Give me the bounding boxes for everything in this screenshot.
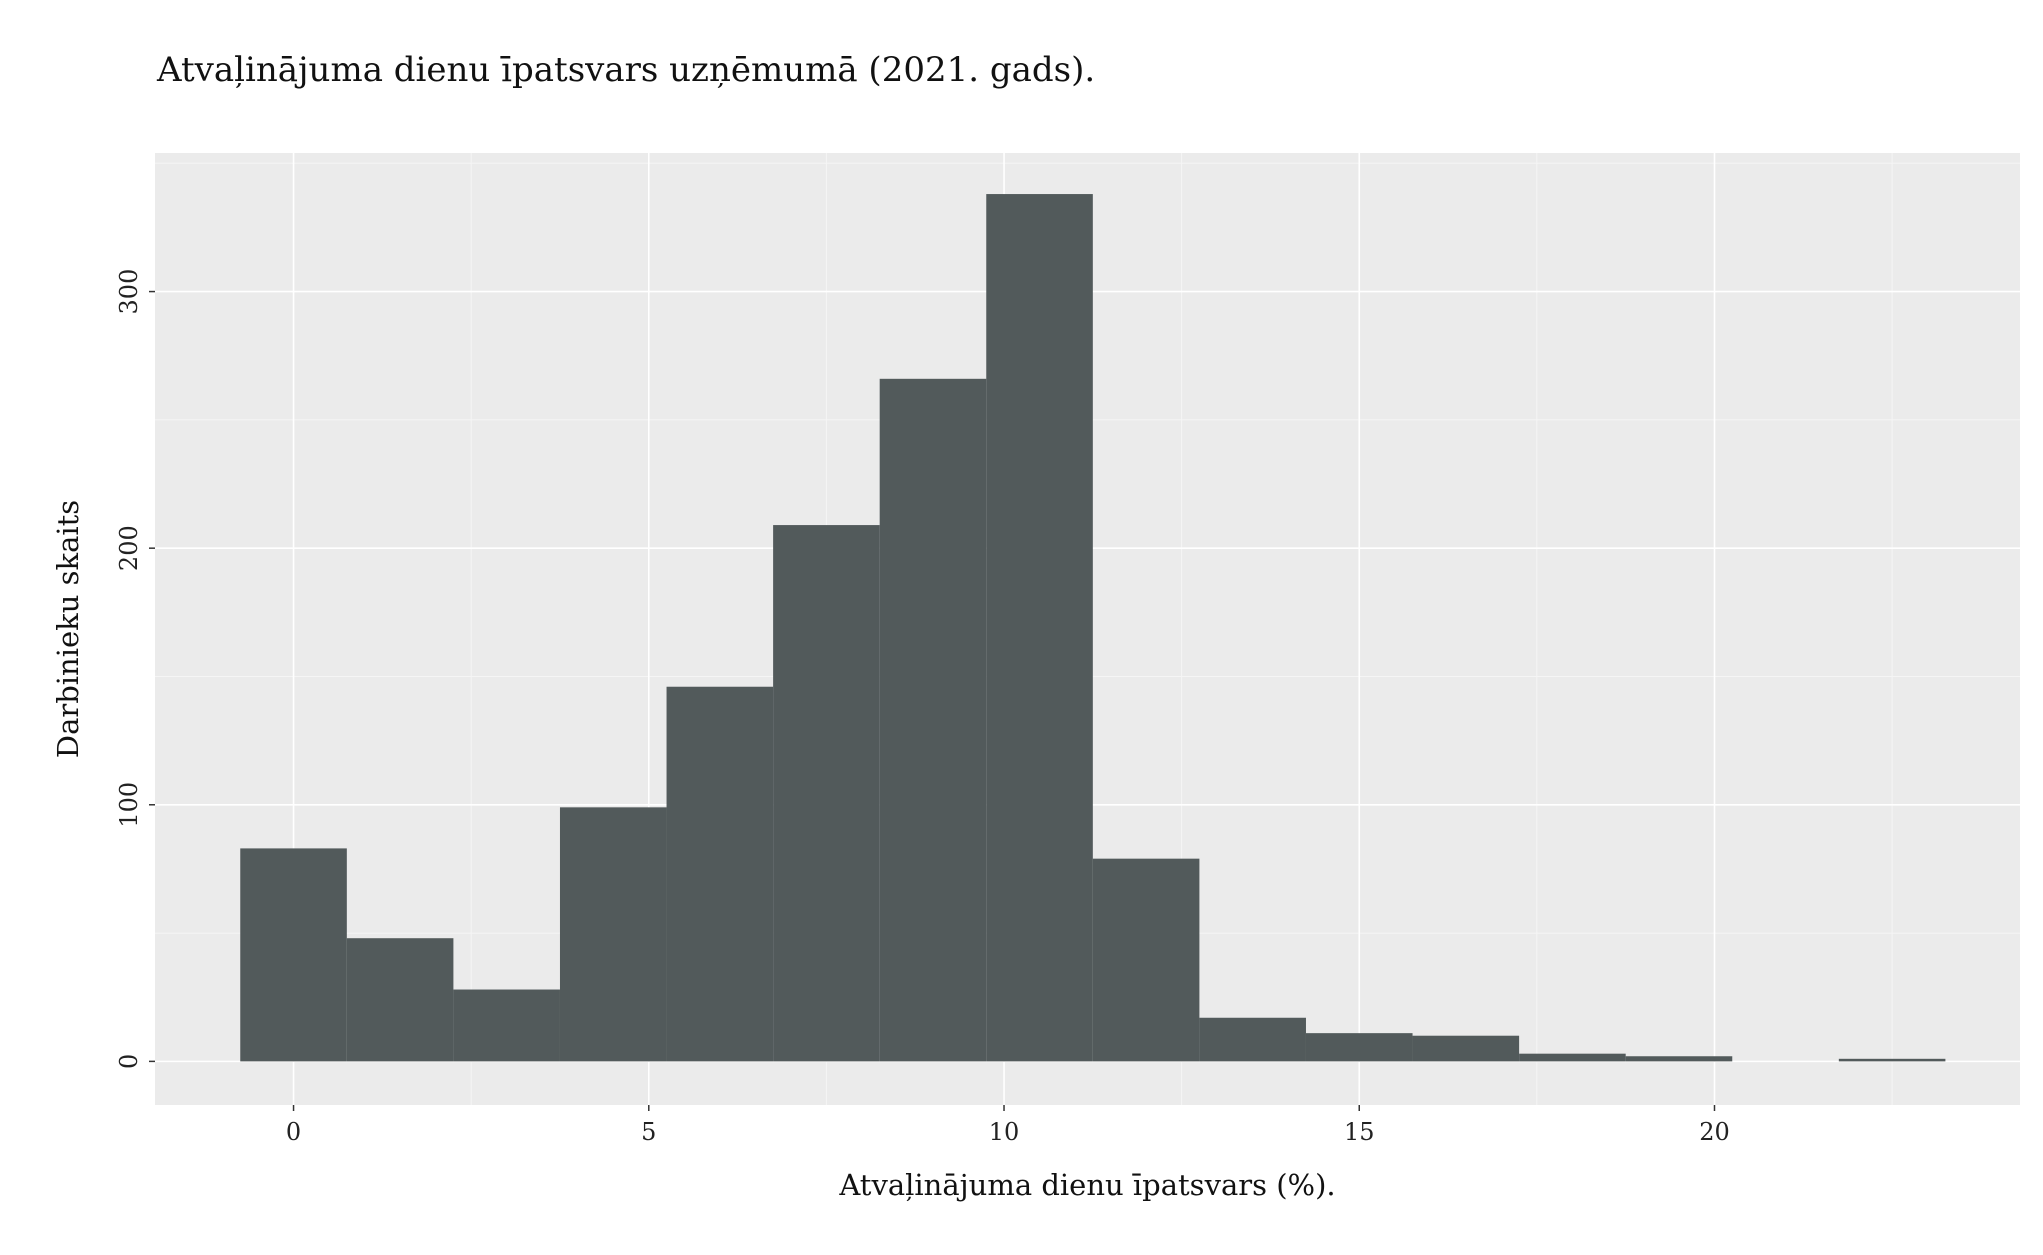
histogram-bar (986, 194, 1093, 1062)
histogram-bars (240, 194, 1946, 1062)
x-tick-label: 20 (1699, 1118, 1730, 1146)
histogram-bar (1412, 1035, 1520, 1062)
y-axis-ticks: 0 100 200 300 (115, 269, 155, 1069)
histogram-bar (346, 938, 454, 1062)
y-axis-title: Darbinieku skaits (51, 500, 85, 758)
histogram-bar (1092, 858, 1200, 1062)
histogram-bar (773, 525, 880, 1062)
histogram-bar (559, 807, 667, 1062)
chart-title: Atvaļinājuma dienu īpatsvars uzņēmumā (2… (157, 50, 1096, 90)
histogram-bar (1625, 1056, 1733, 1062)
y-tick-label: 100 (115, 782, 143, 828)
x-tick-label: 10 (989, 1118, 1020, 1146)
histogram-bar (1305, 1033, 1413, 1062)
histogram-bar (1519, 1053, 1626, 1062)
histogram-bar (879, 378, 987, 1062)
y-tick-label: 0 (115, 1054, 143, 1069)
x-tick-label: 15 (1344, 1118, 1375, 1146)
x-tick-label: 5 (641, 1118, 656, 1146)
y-tick-label: 200 (115, 525, 143, 571)
x-axis-title: Atvaļinājuma dienu īpatsvars (%). (838, 1168, 1335, 1202)
x-tick-label: 0 (286, 1118, 301, 1146)
x-axis-ticks: 0 5 10 15 20 (286, 1105, 1730, 1146)
histogram-bar (453, 989, 560, 1062)
y-tick-label: 300 (115, 269, 143, 315)
histogram-bar (1838, 1058, 1946, 1062)
histogram-bar (1199, 1017, 1306, 1062)
histogram-bar (240, 848, 347, 1062)
histogram-bar (666, 686, 774, 1062)
